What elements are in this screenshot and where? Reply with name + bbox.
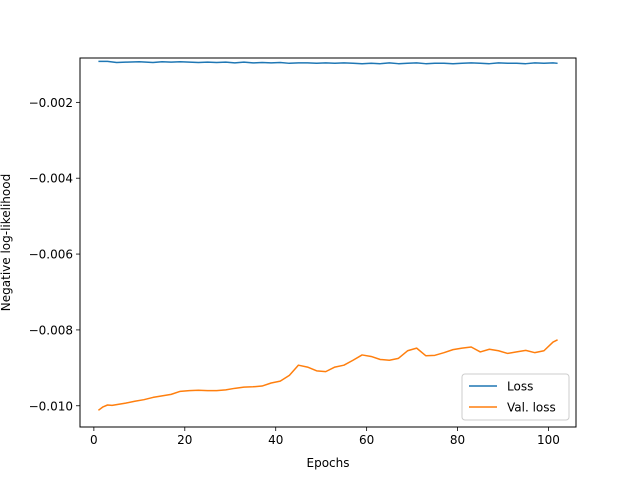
plot-lines [97,60,558,411]
x-tick-label: 0 [90,433,98,447]
y-tick-label: −0.004 [29,172,73,186]
y-tick-label: −0.010 [29,399,73,413]
y-axis-label: Negative log-likelihood [0,174,13,311]
plot-frame [79,57,577,428]
x-tick-label: 80 [450,433,465,447]
x-tick-label: 60 [359,433,374,447]
legend: Loss Val. loss [461,373,570,421]
y-tick-label: −0.002 [29,96,73,110]
series-line-val-loss [97,339,558,411]
x-axis-label: Epochs [307,456,350,470]
y-tick-label: −0.008 [29,323,73,337]
y-tick-label: −0.006 [29,248,73,262]
legend-label-val-loss: Val. loss [507,401,556,415]
x-tick-label: 40 [268,433,283,447]
x-tick-label: 20 [177,433,192,447]
legend-label-loss: Loss [507,380,533,394]
x-tick-label: 100 [537,433,560,447]
y-axis-ticks: −0.002 −0.004 −0.006 −0.008 −0.010 [29,96,80,413]
series-line-loss [98,60,558,65]
x-axis-ticks: 0 20 40 60 80 100 [90,427,560,447]
